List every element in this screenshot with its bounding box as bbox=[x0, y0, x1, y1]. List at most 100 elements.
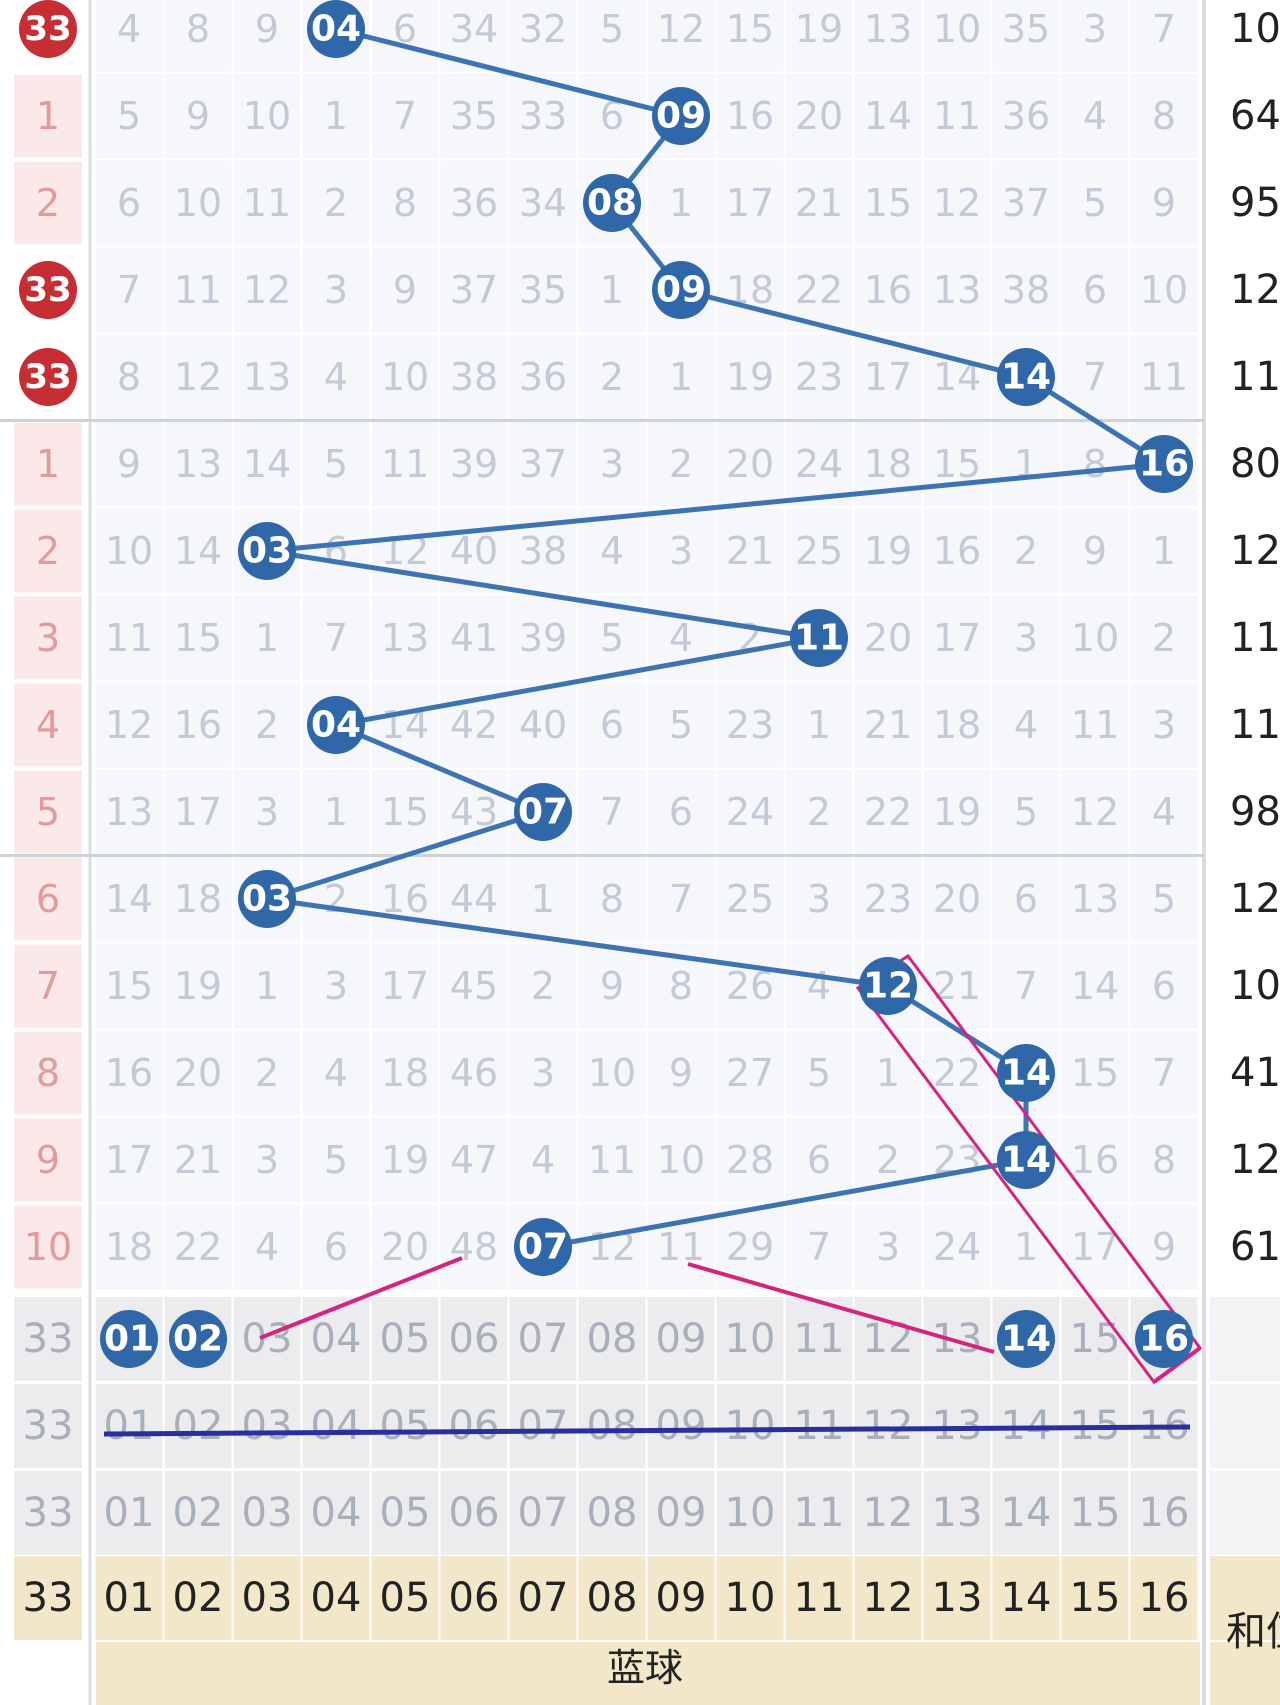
miss-value: 5 bbox=[324, 1138, 348, 1182]
grid-cell bbox=[371, 595, 439, 681]
footer-cell-bg bbox=[716, 1556, 784, 1640]
footer-cell-bg bbox=[854, 1297, 922, 1381]
grid-cell bbox=[233, 682, 301, 768]
sum-value: 11 bbox=[1230, 615, 1280, 661]
miss-value: 5 bbox=[117, 94, 141, 138]
left-cell-value: 5 bbox=[36, 790, 60, 834]
footer-cell-bg bbox=[1130, 1556, 1198, 1640]
annotation-line bbox=[687, 1262, 995, 1354]
footer-cell-bg bbox=[302, 1384, 370, 1468]
miss-value: 3 bbox=[324, 964, 348, 1008]
footer-number: 11 bbox=[794, 1316, 845, 1362]
miss-value: 5 bbox=[600, 7, 624, 51]
grid-cell bbox=[992, 421, 1060, 507]
annotation-line bbox=[259, 1256, 463, 1340]
grid-cell bbox=[578, 1030, 646, 1116]
red-ball-label: 33 bbox=[24, 9, 71, 49]
hit-ball-label: 07 bbox=[518, 1227, 568, 1268]
sum-label-bg bbox=[1210, 1642, 1280, 1705]
miss-value: 20 bbox=[381, 1225, 429, 1269]
miss-value: 33 bbox=[519, 94, 567, 138]
grid-cell bbox=[233, 1117, 301, 1203]
left-cell-value: 9 bbox=[36, 1138, 60, 1182]
footer-number: 04 bbox=[311, 1575, 362, 1621]
grid-cell bbox=[854, 1204, 922, 1290]
footer-cell-bg bbox=[923, 1471, 991, 1555]
footer-number: 05 bbox=[380, 1403, 431, 1449]
grid-cell bbox=[1061, 1117, 1129, 1203]
grid-cell bbox=[1130, 73, 1198, 159]
footer-number: 12 bbox=[863, 1575, 914, 1621]
grid-cell bbox=[647, 421, 715, 507]
miss-value: 3 bbox=[1083, 7, 1107, 51]
footer-number: 03 bbox=[242, 1490, 293, 1536]
grid-cell bbox=[302, 160, 370, 246]
footer-cell-bg bbox=[371, 1297, 439, 1381]
miss-value: 28 bbox=[726, 1138, 774, 1182]
footer-number: 02 bbox=[173, 1575, 224, 1621]
footer-cell-bg bbox=[440, 1384, 508, 1468]
miss-value: 15 bbox=[105, 964, 153, 1008]
miss-value: 19 bbox=[795, 7, 843, 51]
miss-value: 10 bbox=[1071, 616, 1119, 660]
footer-sum-bg bbox=[1210, 1297, 1280, 1381]
grid-cell bbox=[578, 73, 646, 159]
grid-cell bbox=[1130, 247, 1198, 333]
miss-value: 22 bbox=[864, 790, 912, 834]
grid-cell bbox=[1130, 595, 1198, 681]
footer-number: 06 bbox=[449, 1403, 500, 1449]
miss-value: 13 bbox=[933, 268, 981, 312]
footer-number: 08 bbox=[587, 1490, 638, 1536]
miss-value: 1 bbox=[807, 703, 831, 747]
footer-number: 14 bbox=[1001, 1490, 1052, 1536]
footer-number: 15 bbox=[1070, 1316, 1121, 1362]
footer-cell-bg bbox=[716, 1384, 784, 1468]
miss-value: 41 bbox=[450, 616, 498, 660]
footer-cell-bg bbox=[164, 1384, 232, 1468]
grid-cell bbox=[164, 943, 232, 1029]
grid-cell bbox=[716, 595, 784, 681]
miss-value: 20 bbox=[726, 442, 774, 486]
hit-ball-label: 14 bbox=[1001, 1140, 1051, 1181]
grid-cell bbox=[923, 856, 991, 942]
miss-value: 8 bbox=[1152, 1138, 1176, 1182]
grid-cell bbox=[1130, 856, 1198, 942]
miss-value: 7 bbox=[669, 877, 693, 921]
miss-value: 1 bbox=[876, 1051, 900, 1095]
grid-cell bbox=[578, 508, 646, 594]
grid-cell bbox=[716, 769, 784, 855]
footer-cell-bg bbox=[923, 1297, 991, 1381]
miss-value: 2 bbox=[876, 1138, 900, 1182]
left-cell-bg bbox=[14, 1031, 82, 1115]
grid-cell bbox=[233, 1030, 301, 1116]
miss-value: 11 bbox=[381, 442, 429, 486]
miss-value: 1 bbox=[600, 268, 624, 312]
miss-value: 10 bbox=[657, 1138, 705, 1182]
grid-cell bbox=[440, 247, 508, 333]
miss-value: 16 bbox=[1071, 1138, 1119, 1182]
miss-value: 4 bbox=[807, 964, 831, 1008]
grid-cell bbox=[302, 943, 370, 1029]
grid-cell bbox=[647, 1030, 715, 1116]
grid-cell bbox=[785, 334, 853, 420]
grid-cell bbox=[302, 73, 370, 159]
footer-cell-bg bbox=[233, 1471, 301, 1555]
grid-cell bbox=[1130, 1117, 1198, 1203]
grid-cell bbox=[1130, 160, 1198, 246]
hit-ball bbox=[583, 174, 641, 232]
footer-number: 15 bbox=[1070, 1490, 1121, 1536]
grid-cell bbox=[95, 1204, 163, 1290]
grid-cell bbox=[440, 1204, 508, 1290]
footer-ball bbox=[169, 1310, 227, 1368]
miss-value: 10 bbox=[1140, 268, 1188, 312]
grid-cell bbox=[854, 508, 922, 594]
miss-value: 18 bbox=[105, 1225, 153, 1269]
grid-cell bbox=[233, 943, 301, 1029]
footer-number: 16 bbox=[1139, 1490, 1190, 1536]
footer-cell-bg bbox=[1130, 1471, 1198, 1555]
grid-cell bbox=[923, 160, 991, 246]
miss-value: 22 bbox=[795, 268, 843, 312]
miss-value: 46 bbox=[450, 1051, 498, 1095]
grid-cell bbox=[785, 856, 853, 942]
